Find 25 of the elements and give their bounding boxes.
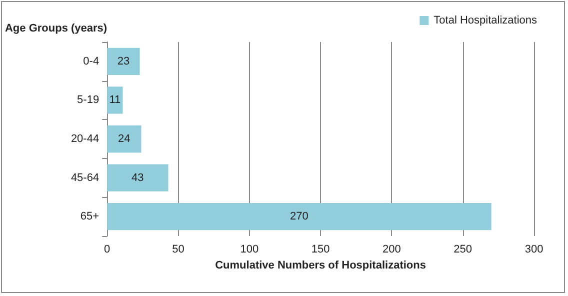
- data-label: 270: [290, 210, 308, 223]
- x-tick-label: 0: [104, 244, 110, 256]
- data-label: 11: [109, 94, 121, 106]
- legend-label: Total Hospitalizations: [434, 14, 538, 26]
- data-label: 24: [118, 133, 130, 145]
- data-label: 43: [132, 172, 144, 184]
- bar: [107, 48, 140, 75]
- y-tick-label: 5-19: [77, 94, 100, 106]
- x-tick-label: 300: [524, 244, 544, 256]
- y-tick-label: 45-64: [70, 172, 100, 184]
- bar: [107, 164, 168, 192]
- bar: [107, 203, 492, 230]
- y-axis-title: Age Groups (years): [4, 22, 108, 34]
- x-tick-label: 200: [382, 244, 401, 256]
- x-axis-title: Cumulative Numbers of Hospitalizations: [215, 259, 426, 272]
- bar: [107, 125, 142, 153]
- x-tick-label: 100: [240, 244, 259, 256]
- x-tick-label: 50: [172, 244, 184, 256]
- y-tick-label: 65+: [80, 210, 100, 223]
- bar: [107, 86, 123, 114]
- x-tick-label: 150: [311, 244, 330, 256]
- y-tick-label: 20-44: [70, 133, 100, 145]
- data-label: 23: [117, 55, 130, 68]
- x-tick-label: 250: [454, 244, 472, 256]
- y-tick-label: 0-4: [83, 55, 100, 68]
